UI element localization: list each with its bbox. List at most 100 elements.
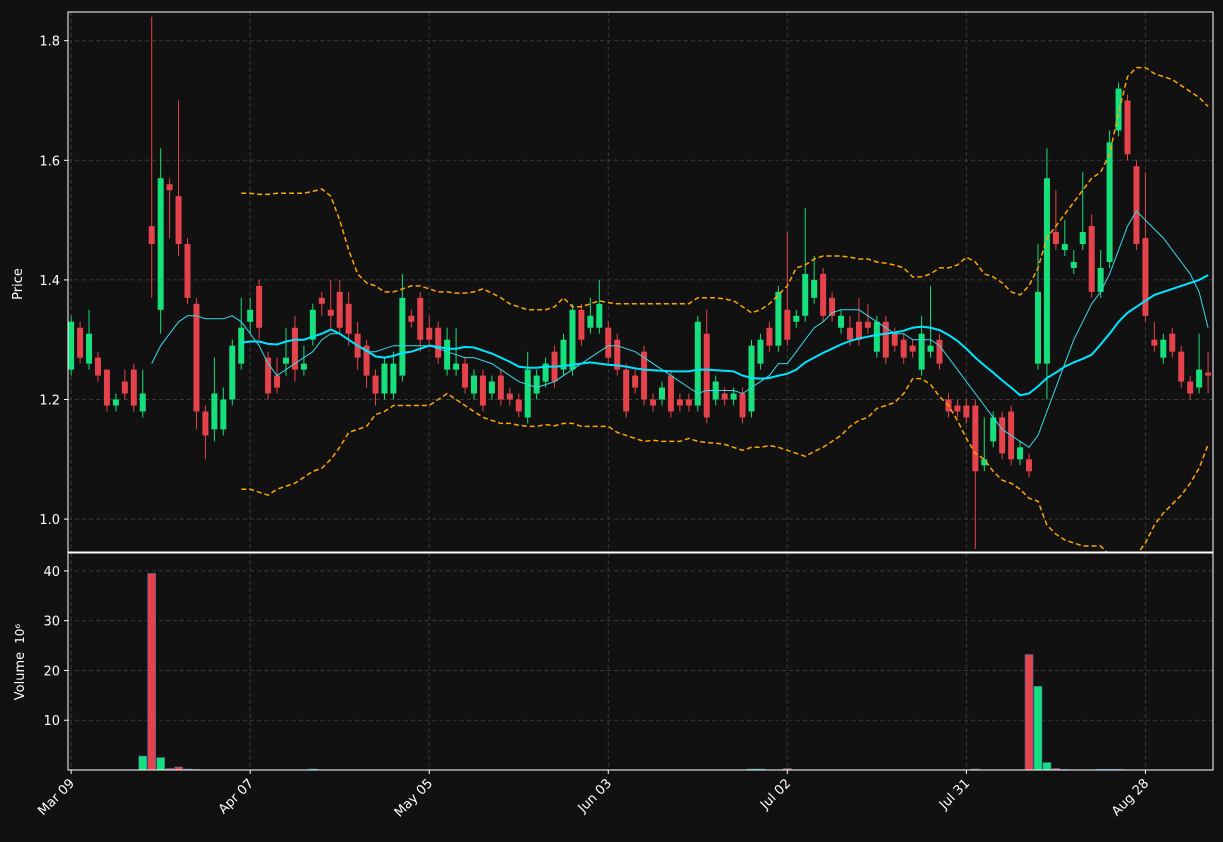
candle-body	[265, 357, 272, 394]
volume-bar	[1024, 654, 1034, 770]
candle-body	[211, 393, 218, 430]
candle-body	[909, 345, 916, 352]
candle-body	[1034, 291, 1041, 364]
candle-body	[1133, 166, 1140, 245]
volume-bar	[165, 768, 174, 770]
volume-bar	[1042, 762, 1052, 770]
candle-body	[981, 459, 988, 466]
candle-body	[560, 339, 567, 370]
candle-body	[94, 357, 101, 376]
candle-body	[1169, 333, 1176, 352]
candle-body	[703, 333, 710, 418]
candle-body	[462, 363, 469, 388]
volume-bar	[156, 757, 165, 770]
candle-body	[1079, 232, 1086, 245]
candle-body	[68, 321, 75, 370]
candle-body	[1017, 447, 1024, 460]
candle-body	[802, 273, 809, 316]
candle-body	[175, 196, 182, 245]
volume-unit: 10⁶	[13, 624, 27, 644]
candle-body	[435, 327, 442, 358]
candle-body	[497, 375, 504, 400]
candle-body	[256, 285, 263, 328]
y-tick-label: 40	[43, 565, 60, 580]
candle-body	[86, 333, 93, 364]
candle-body	[963, 405, 970, 418]
volume-axis-label: Volume 10⁶	[13, 624, 28, 701]
candle-body	[1061, 244, 1068, 251]
candle-body	[1097, 267, 1104, 292]
candle-body	[318, 297, 325, 304]
candle-body	[390, 363, 397, 394]
candle-body	[112, 399, 119, 406]
volume-frame	[67, 552, 1214, 771]
candle-body	[1115, 88, 1122, 131]
candle-body	[1052, 232, 1059, 245]
candle-body	[838, 315, 845, 328]
candle-body	[578, 309, 585, 340]
candle-body	[846, 327, 853, 340]
candle-body	[1070, 261, 1077, 268]
candle-body	[1160, 339, 1167, 358]
volume-bar	[1051, 768, 1061, 770]
candle-body	[730, 393, 737, 400]
volume-label: Volume	[13, 652, 28, 700]
y-tick-label: 1.4	[39, 274, 60, 289]
candle-body	[515, 399, 522, 412]
candle-body	[336, 291, 343, 328]
candle-body	[775, 291, 782, 346]
candle-body	[291, 327, 298, 370]
candle-body	[247, 309, 254, 322]
candle-body	[202, 411, 209, 436]
candle-body	[77, 327, 84, 358]
y-tick-label: 1.0	[39, 513, 60, 528]
candle-body	[650, 399, 657, 406]
candle-body	[166, 184, 173, 191]
candle-body	[479, 375, 486, 406]
candle-body	[130, 369, 137, 406]
candle-body	[739, 393, 746, 418]
candle-body	[103, 369, 110, 406]
candle-body	[623, 369, 630, 412]
candle-body	[372, 375, 379, 394]
candle-body	[587, 315, 594, 328]
candle-body	[121, 381, 128, 394]
volume-bar	[147, 573, 157, 770]
candle-body	[184, 244, 191, 298]
candle-body	[1043, 178, 1050, 364]
candle-body	[220, 399, 227, 430]
candle-body	[793, 315, 800, 322]
candle-body	[282, 357, 289, 364]
candle-body	[927, 345, 934, 352]
candle-body	[596, 303, 603, 328]
candle-body	[148, 226, 155, 245]
candle-body	[820, 273, 827, 316]
candle-body	[381, 363, 388, 394]
candle-body	[426, 327, 433, 340]
candle-body	[300, 363, 307, 370]
candle-body	[658, 387, 665, 400]
candle-body	[811, 279, 818, 298]
y-axis-label: Price	[11, 268, 26, 300]
candle-body	[1178, 351, 1185, 382]
candle-body	[470, 375, 477, 394]
price-panel	[68, 16, 1212, 552]
volume-bar	[1033, 686, 1043, 770]
candle-body	[444, 339, 451, 370]
y-tick-label: 10	[43, 714, 60, 729]
candle-body	[757, 339, 764, 364]
candle-body	[936, 339, 943, 364]
candle-body	[873, 321, 880, 352]
candle-body	[999, 417, 1006, 454]
candle-body	[721, 393, 728, 400]
candle-body	[891, 333, 898, 346]
candle-body	[676, 399, 683, 406]
candle-body	[569, 309, 576, 370]
candle-body	[1088, 226, 1095, 292]
candle-body	[784, 309, 791, 340]
overlay-line	[151, 210, 1209, 448]
candle-body	[605, 327, 612, 358]
candle-body	[193, 303, 200, 412]
candle-body	[274, 375, 281, 388]
candle-body	[641, 351, 648, 400]
